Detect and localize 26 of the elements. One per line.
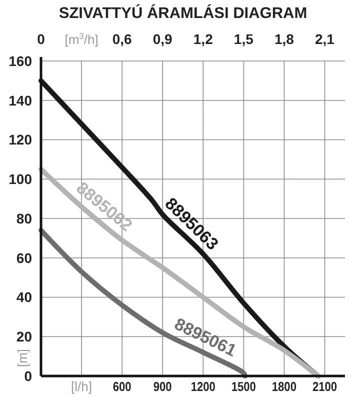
x-axis-title: [l/h] (71, 379, 92, 394)
x-tick-label: 1800 (272, 379, 297, 394)
x2-tick-label: 0,6 (112, 31, 132, 47)
y-tick-label: 20 (16, 328, 32, 345)
y-tick-label: 140 (8, 92, 32, 108)
y-axis-title: [m] (15, 348, 30, 368)
x-tick-label: 2100 (312, 379, 338, 394)
x2-tick-label: 2,1 (315, 31, 335, 47)
x2-tick-label: 1,5 (234, 31, 254, 47)
y-tick-label: 0 (24, 368, 32, 384)
y-tick-label: 80 (16, 210, 32, 226)
y-tick-label: 40 (16, 289, 32, 306)
x-tick-label: 900 (153, 379, 172, 394)
x-tick-label: 1200 (190, 379, 216, 394)
y-tick-label: 100 (8, 171, 32, 188)
y-tick-label: 120 (8, 132, 32, 148)
x2-tick-label: 1,8 (274, 31, 294, 47)
y-tick-label: 60 (16, 250, 32, 266)
chart-title: SZIVATTYÚ ÁRAMLÁSI DIAGRAM (58, 4, 308, 22)
x2-tick-label: 0 (37, 31, 46, 47)
y-tick-label: 160 (8, 52, 32, 69)
x-tick-label: 1500 (231, 379, 256, 394)
x2-tick-label: 0,9 (152, 31, 173, 47)
x2-tick-label: 1,2 (193, 31, 214, 47)
x-tick-label: 600 (112, 379, 132, 394)
x2-axis-title: [m$^{3}$/h] (64, 31, 98, 47)
